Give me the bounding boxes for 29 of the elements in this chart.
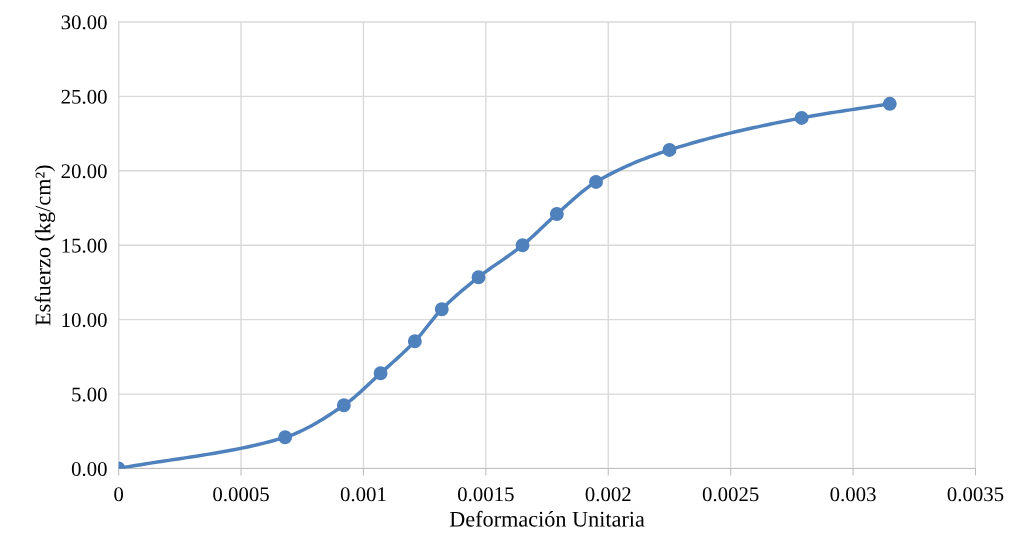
point xyxy=(336,398,351,413)
x-axis-title: Deformación Unitaria xyxy=(449,510,645,527)
x-tick-label: 0.0015 xyxy=(458,487,514,502)
point xyxy=(471,270,486,285)
point xyxy=(434,302,449,317)
point xyxy=(589,175,603,189)
y-tick-label: 10.00 xyxy=(62,313,107,328)
y-tick-label: 15.00 xyxy=(62,238,107,253)
y-tick-label: 30.00 xyxy=(61,15,107,30)
x-tick-label: 0 xyxy=(114,487,124,502)
y-axis-title: Esfuerzo (kg/cm²) xyxy=(34,165,56,326)
point xyxy=(662,143,677,157)
point xyxy=(549,207,564,221)
y-tick-label: 25.00 xyxy=(61,89,107,104)
point xyxy=(407,334,422,349)
x-tick-label: 0.0035 xyxy=(947,487,1004,502)
x-tick-label: 0.0005 xyxy=(213,487,269,502)
point xyxy=(373,366,388,381)
x-tick-label: 0.003 xyxy=(830,487,876,502)
y-tick-label: 5.00 xyxy=(72,387,107,402)
point xyxy=(882,96,897,111)
x-tick-label: 0.002 xyxy=(585,487,631,502)
y-tick-label: 0.00 xyxy=(71,461,107,477)
y-tick-label: 20.00 xyxy=(61,164,107,179)
point xyxy=(794,110,809,125)
x-tick-label: 0.001 xyxy=(340,487,386,502)
point xyxy=(515,238,530,253)
point xyxy=(278,430,293,445)
x-tick-label: 0.0025 xyxy=(702,487,759,502)
